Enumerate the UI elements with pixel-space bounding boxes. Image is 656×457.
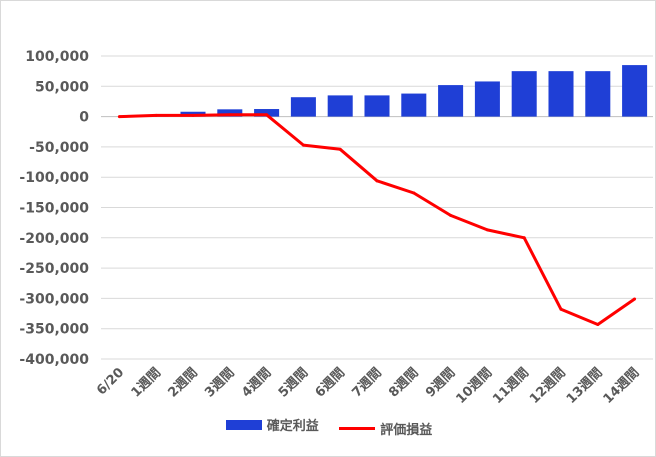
line-point bbox=[633, 297, 637, 301]
line-point bbox=[375, 179, 379, 183]
line-point bbox=[596, 322, 600, 326]
x-tick-label: 7週間 bbox=[349, 365, 384, 400]
x-tick-label: 1週間 bbox=[129, 365, 164, 400]
bar bbox=[548, 71, 574, 117]
y-tick-label: -400,000 bbox=[19, 352, 89, 368]
x-tick-label: 12週間 bbox=[527, 365, 569, 407]
y-tick-label: -100,000 bbox=[19, 170, 89, 186]
bar bbox=[585, 71, 611, 117]
line-point bbox=[559, 307, 563, 311]
bar bbox=[327, 95, 353, 117]
x-tick-label: 2週間 bbox=[165, 365, 200, 400]
line-point bbox=[485, 228, 489, 232]
x-tick-label: 6/20 bbox=[94, 365, 127, 398]
x-tick-label: 11週間 bbox=[490, 365, 532, 407]
legend-item-bar: 確定利益 bbox=[225, 415, 319, 434]
x-tick-label: 4週間 bbox=[239, 365, 274, 400]
y-tick-label: -200,000 bbox=[19, 231, 89, 247]
y-tick-label: -300,000 bbox=[19, 291, 89, 307]
legend-item-line: 評価損益 bbox=[339, 419, 432, 438]
line-path bbox=[119, 113, 636, 326]
x-tick-label: 9週間 bbox=[423, 365, 458, 400]
y-tick-label: -150,000 bbox=[19, 201, 89, 217]
y-tick-label: 100,000 bbox=[25, 49, 89, 65]
line-point bbox=[449, 213, 453, 217]
line-point bbox=[338, 147, 342, 151]
y-tick-label: 0 bbox=[79, 110, 89, 126]
bar bbox=[290, 97, 316, 117]
legend-label-line: 評価損益 bbox=[380, 422, 433, 438]
bar bbox=[401, 93, 427, 117]
x-axis: 6/20 1週間 2週間 3週間 4週間 5週間 6週間 7週間 8週間 9週間10週間11週間1… bbox=[94, 365, 642, 407]
bar bbox=[254, 109, 280, 117]
line-point bbox=[301, 143, 305, 147]
x-tick-label: 6週間 bbox=[313, 365, 348, 400]
bar bbox=[438, 85, 464, 117]
x-tick-label: 5週間 bbox=[276, 365, 311, 400]
y-tick-label: -50,000 bbox=[29, 140, 89, 156]
line-point bbox=[522, 236, 526, 240]
x-tick-label: 13週間 bbox=[564, 365, 606, 407]
line-point bbox=[265, 113, 269, 117]
line-point bbox=[117, 115, 121, 119]
line-point bbox=[412, 191, 416, 195]
y-tick-label: -350,000 bbox=[19, 322, 89, 338]
bar bbox=[622, 65, 648, 117]
bar bbox=[217, 109, 243, 117]
y-tick-label: -250,000 bbox=[19, 261, 89, 277]
line-point bbox=[191, 113, 195, 117]
legend-swatch-line bbox=[339, 426, 376, 430]
line-point bbox=[154, 113, 158, 117]
bar bbox=[474, 81, 500, 117]
line-point bbox=[228, 113, 232, 117]
bar bbox=[511, 71, 537, 117]
y-axis: 100,000 50,000 0 -50,000 -100,000 -150,000 -20… bbox=[19, 49, 89, 368]
legend: 確定利益 評価損益 bbox=[1, 415, 655, 438]
x-tick-label: 3週間 bbox=[202, 365, 237, 400]
line-series bbox=[117, 113, 637, 326]
y-tick-label: 50,000 bbox=[35, 79, 89, 95]
x-tick-label: 10週間 bbox=[453, 365, 495, 407]
legend-label-bar: 確定利益 bbox=[266, 419, 319, 434]
legend-swatch-bar bbox=[225, 419, 262, 430]
bar bbox=[364, 95, 390, 117]
x-tick-label: 14週間 bbox=[601, 365, 643, 407]
bar-series bbox=[143, 65, 648, 117]
x-tick-label: 8週間 bbox=[386, 365, 421, 400]
